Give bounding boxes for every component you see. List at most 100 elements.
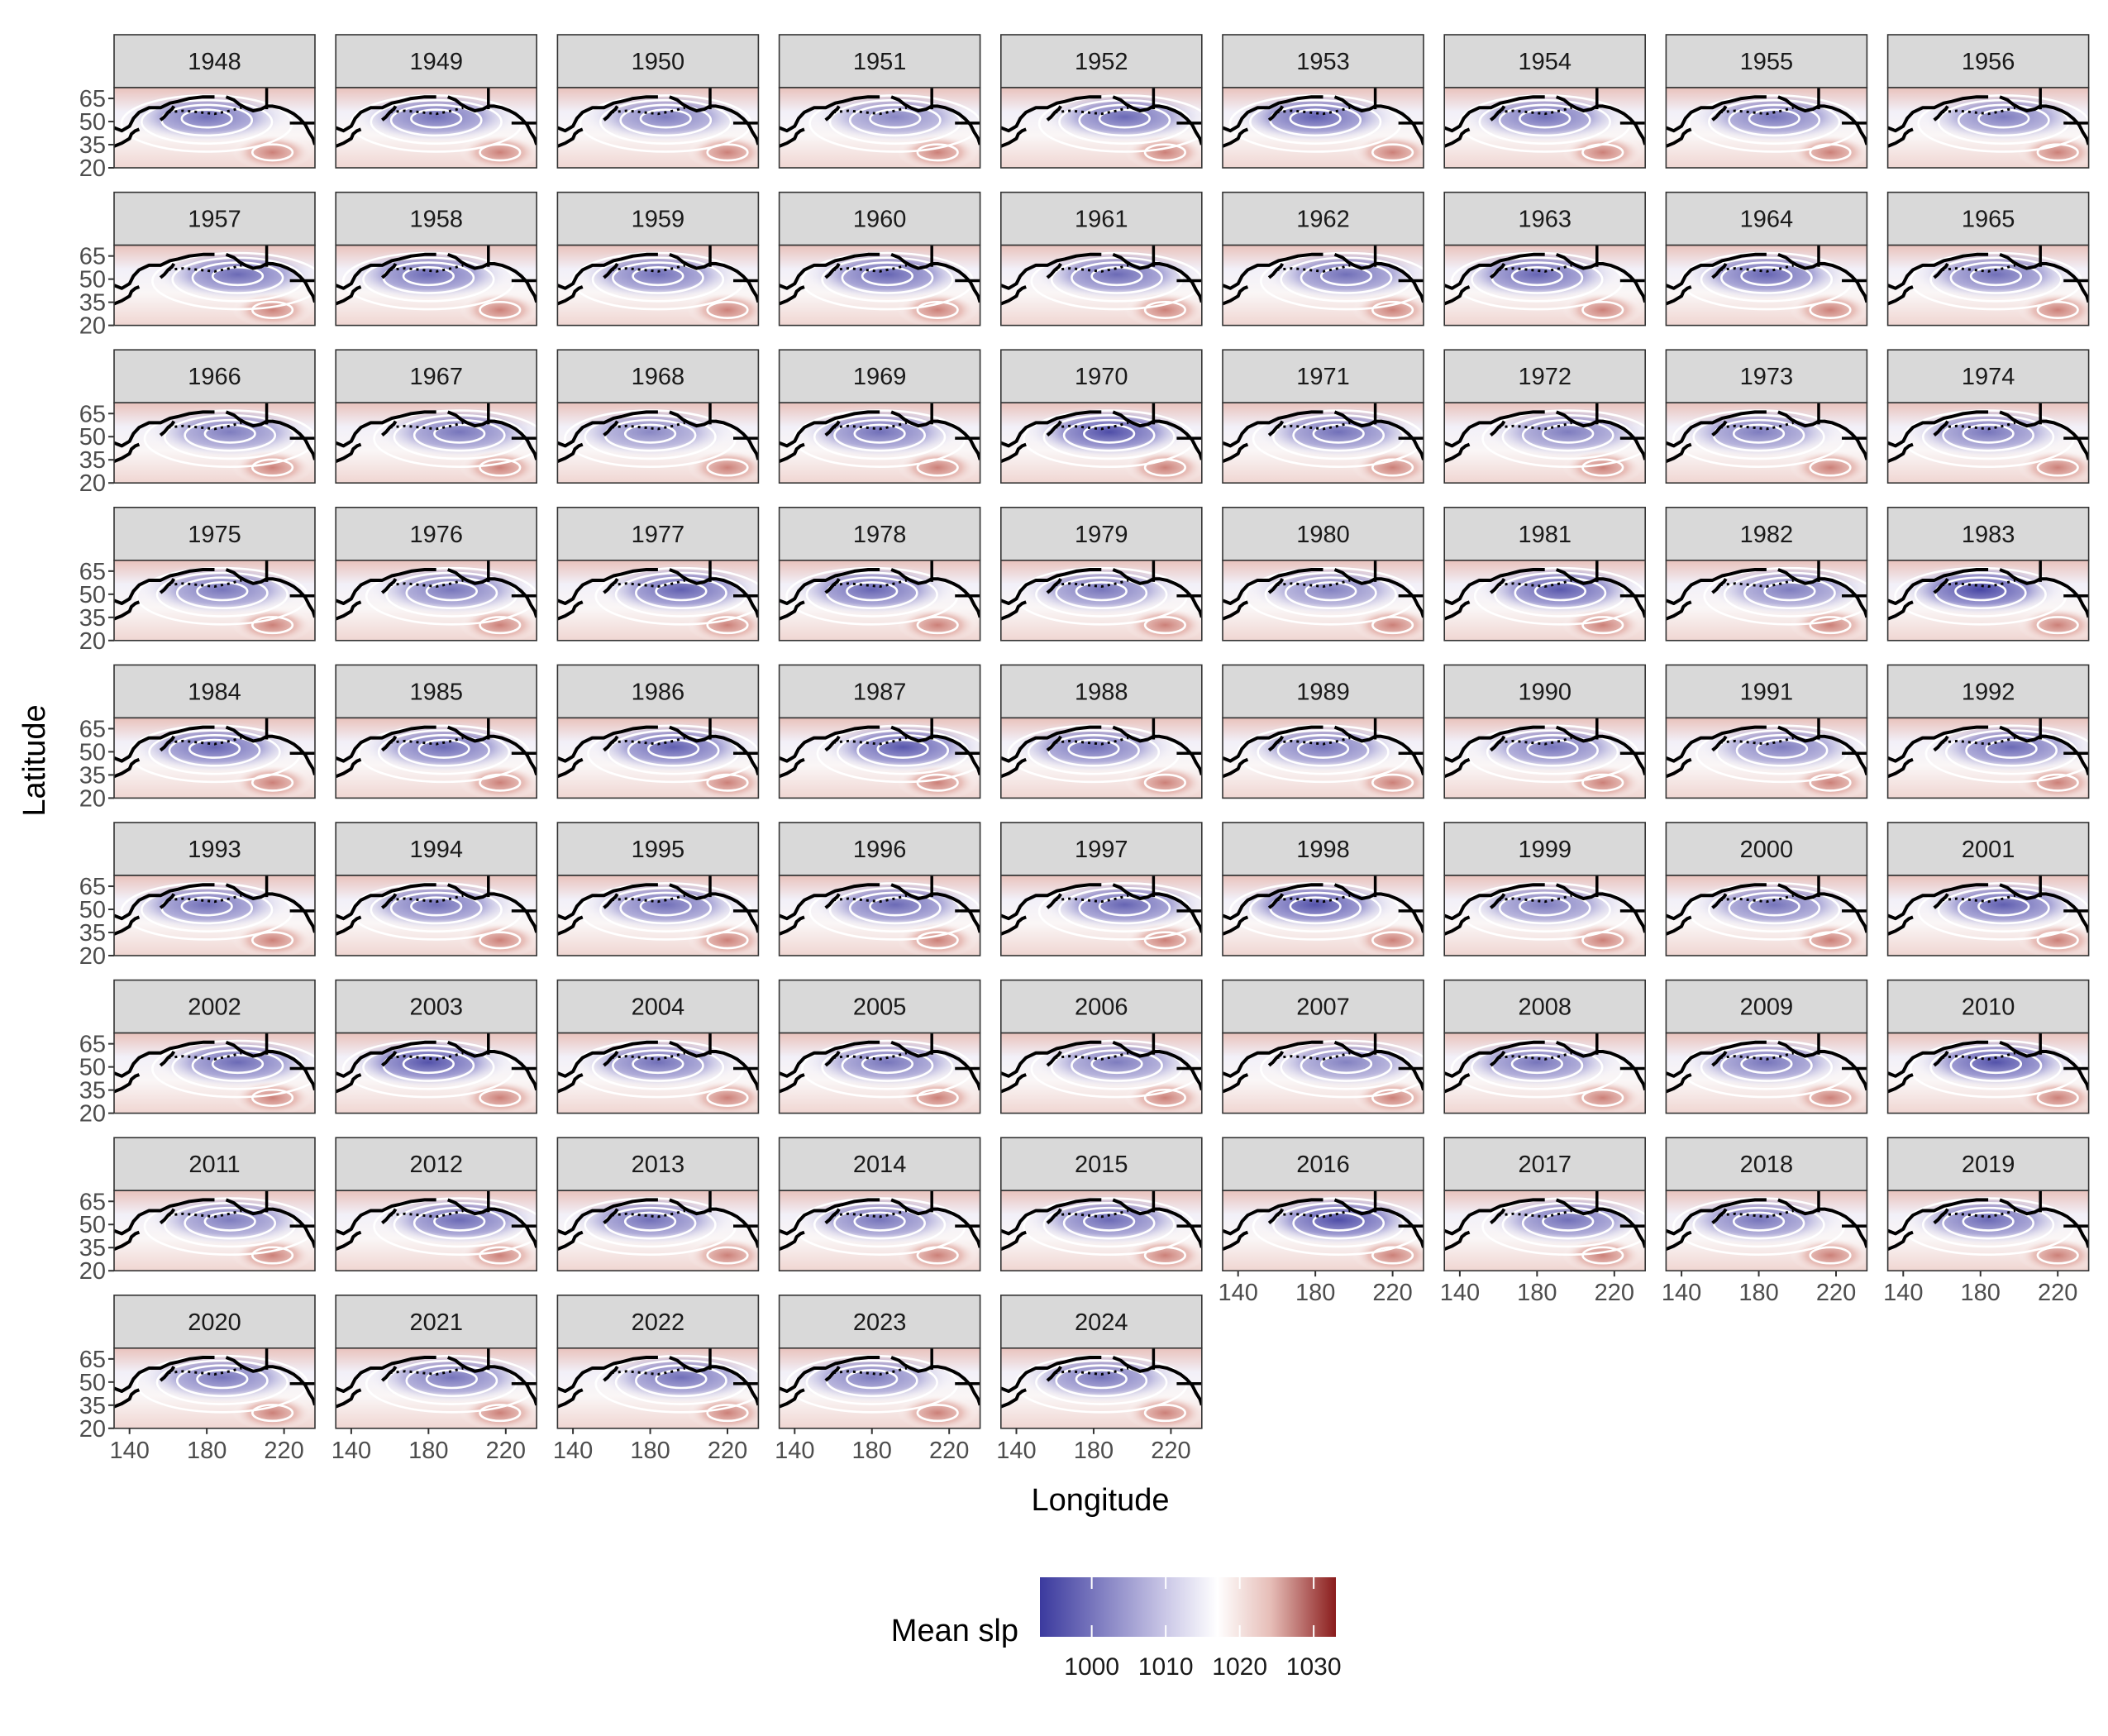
slp-field <box>336 403 537 484</box>
aleutian-low <box>137 563 307 617</box>
facet-strip <box>556 191 760 246</box>
slp-field <box>1887 1190 2089 1271</box>
panel-border <box>1443 1032 1646 1114</box>
facet-strip <box>113 664 316 719</box>
coastline <box>336 725 537 779</box>
facet-label: 1968 <box>632 364 685 390</box>
facet-strip <box>335 506 538 561</box>
coastline <box>1887 1198 2089 1251</box>
panel-border <box>1222 402 1424 484</box>
facet-label: 1998 <box>1296 837 1350 863</box>
panel-border <box>113 875 316 956</box>
panel-border <box>1443 402 1646 484</box>
facet-panel-1996: 1996 <box>778 822 981 956</box>
y-tick-label: 65 <box>79 401 106 427</box>
aleutian-low <box>1254 1193 1424 1247</box>
coastline <box>1223 410 1424 463</box>
facet-strip <box>1222 34 1424 88</box>
panel-border <box>556 559 760 641</box>
facet-label: 2001 <box>1962 837 2015 863</box>
facet-panel-2005: 2005 <box>778 979 981 1114</box>
facet-strip <box>1886 506 2090 561</box>
panel-border <box>113 1347 316 1429</box>
coastline <box>1444 725 1646 779</box>
slp-field <box>779 403 980 484</box>
y-tick-label: 65 <box>79 559 106 585</box>
coastline <box>557 1198 759 1251</box>
coastline <box>336 883 537 936</box>
panel-border <box>1000 875 1203 956</box>
coastline <box>1000 725 1202 779</box>
facet-label: 1948 <box>188 49 241 75</box>
aleutian-low <box>1032 1036 1202 1090</box>
facet-strip <box>1000 822 1203 876</box>
aleutian-low <box>344 248 513 302</box>
facet-panel-2009: 2009 <box>1665 979 1868 1114</box>
y-tick-label: 35 <box>79 1393 106 1419</box>
slp-field <box>1444 875 1646 956</box>
aleutian-low <box>359 720 529 774</box>
pacific-high <box>1790 292 1867 326</box>
panel-border <box>335 1032 538 1114</box>
facet-strip <box>1886 664 2090 719</box>
facet-strip <box>113 34 316 88</box>
facet-label: 1975 <box>188 522 241 548</box>
panel-border <box>335 402 538 484</box>
color-legend: Mean slp 1000 1010 1020 1030 <box>891 1577 1342 1681</box>
facet-label: 2003 <box>409 994 463 1021</box>
facet-panel-2001: 2001 <box>1886 822 2090 956</box>
slp-field <box>1444 560 1646 641</box>
facet-strip <box>1000 1137 1203 1191</box>
slp-field <box>1444 88 1646 168</box>
coastline <box>1223 1040 1424 1094</box>
facet-label: 2019 <box>1962 1152 2015 1178</box>
y-tick-label: 35 <box>79 1078 106 1104</box>
facet-strip <box>1222 822 1424 876</box>
panel-border <box>113 402 316 484</box>
y-tick-label: 20 <box>79 155 106 182</box>
coastline <box>1444 1198 1646 1251</box>
coastline <box>779 410 980 463</box>
coastline <box>1666 568 1867 621</box>
facet-panel-1956: 1956 <box>1886 34 2090 169</box>
facet-strip <box>556 349 760 404</box>
aleutian-low <box>1467 720 1638 774</box>
panel-border <box>1665 402 1868 484</box>
coastline <box>779 252 980 306</box>
facet-panel-1963: 1963 <box>1443 191 1646 327</box>
pacific-high <box>232 1395 313 1428</box>
coastline <box>779 568 980 621</box>
pacific-high <box>460 607 537 641</box>
coastline <box>557 568 759 621</box>
y-axis-title: Latitude <box>17 704 52 816</box>
facet-panel-2003: 2003 <box>335 979 538 1114</box>
aleutian-low <box>1024 1193 1194 1247</box>
y-tick-label: 35 <box>79 132 106 159</box>
facet-label: 1974 <box>1962 364 2015 390</box>
contour-lines <box>594 1354 759 1423</box>
facet-panel-1973: 1973 <box>1665 349 1868 484</box>
coastline <box>1000 252 1202 306</box>
facet-label: 2008 <box>1518 994 1571 1021</box>
contour-lines <box>373 1197 537 1265</box>
pacific-high <box>1562 923 1643 956</box>
aleutian-low <box>1911 1036 2081 1090</box>
facet-label: 1951 <box>853 49 907 75</box>
x-tick-label: 180 <box>1295 1280 1335 1306</box>
x-tick-label: 140 <box>331 1438 371 1464</box>
facet-strip <box>1222 191 1424 246</box>
panel-border <box>1000 717 1203 799</box>
slp-field <box>557 1190 759 1271</box>
coastline <box>779 1198 980 1251</box>
y-tick-label: 35 <box>79 762 106 789</box>
coastline <box>336 568 537 621</box>
y-tick-label: 65 <box>79 86 106 112</box>
panel-border <box>1000 402 1203 484</box>
contour-lines <box>1023 409 1196 477</box>
facet-panel-1990: 1990 <box>1443 664 1646 799</box>
slp-field <box>779 245 980 326</box>
panel-border <box>1665 1190 1868 1271</box>
slp-field <box>1223 245 1424 326</box>
coastline <box>114 95 315 148</box>
facet-label: 1989 <box>1296 679 1350 705</box>
